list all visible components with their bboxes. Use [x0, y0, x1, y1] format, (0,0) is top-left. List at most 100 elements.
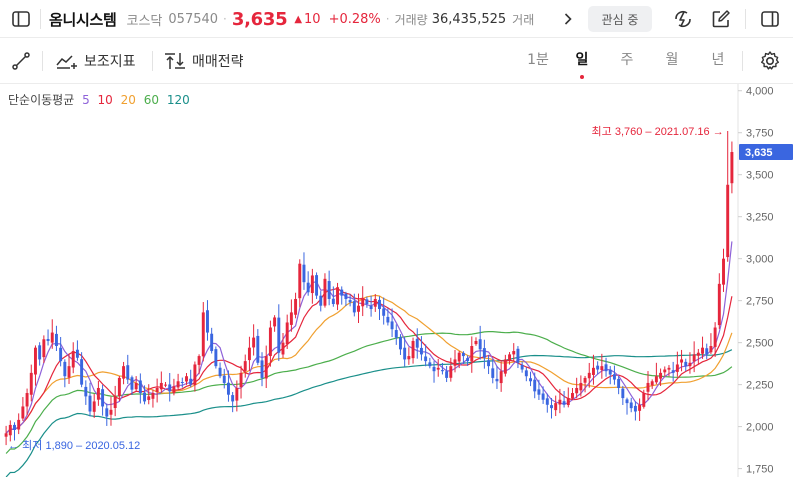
candle-body — [642, 393, 646, 407]
candle-body — [491, 368, 495, 378]
candle-body — [197, 356, 201, 365]
candle-body — [419, 347, 423, 355]
candle-body — [357, 305, 360, 312]
candle-body — [726, 184, 730, 258]
candle-body — [340, 289, 344, 296]
candle-body — [294, 298, 298, 315]
candle-body — [4, 433, 8, 437]
candle-body — [143, 392, 147, 402]
candle-body — [88, 395, 92, 412]
volume-value: 36,435,525 — [431, 11, 507, 27]
stock-header: 옴니시스템 코스닥 057540 · 3,635 ▲ 10 +0.28% · 거… — [0, 0, 793, 38]
candle-body — [453, 359, 457, 366]
candle-body — [84, 386, 88, 397]
candle-body — [436, 367, 440, 370]
candle-body — [415, 338, 419, 348]
candle-body — [38, 345, 42, 360]
edit-icon[interactable] — [708, 7, 734, 31]
candle-body — [394, 330, 398, 338]
candle-body — [344, 293, 348, 299]
candle-body — [621, 388, 625, 399]
candle-body — [503, 359, 507, 374]
period-1min[interactable]: 1분 — [527, 52, 549, 68]
candle-body — [46, 339, 50, 341]
candle-body — [277, 317, 281, 353]
candle-body — [369, 305, 373, 310]
candle-body — [105, 408, 109, 417]
y-tick-label: 3,000 — [746, 254, 774, 266]
candle-body — [591, 367, 595, 375]
candle-body — [336, 287, 340, 305]
stock-name[interactable]: 옴니시스템 — [49, 10, 117, 29]
price-chart[interactable]: 4,000 3,750 3,500 3,250 3,000 2,750 2,500 2,250… — [0, 84, 793, 477]
candle-body — [663, 369, 667, 373]
candle-body — [243, 361, 247, 371]
ma-legend-title: 단순이동평균 — [8, 93, 75, 107]
ma-60-label: 60 — [143, 93, 160, 107]
candle-body — [654, 376, 658, 383]
candle-body — [478, 339, 482, 350]
period-month[interactable]: 월 — [665, 52, 679, 68]
candle-body — [373, 298, 377, 307]
candle-body — [164, 384, 167, 386]
candle-body — [646, 382, 650, 392]
candle-body — [21, 406, 25, 419]
candle-body — [155, 387, 159, 393]
active-period-dot — [580, 75, 584, 79]
ma-10-label: 10 — [97, 93, 113, 107]
gear-icon[interactable] — [757, 48, 783, 74]
ma-5-label: 5 — [82, 93, 90, 107]
candle-body — [109, 409, 113, 415]
candle-body — [268, 327, 272, 357]
candle-body — [319, 295, 323, 306]
candle-body — [264, 356, 268, 379]
candle-body — [482, 348, 486, 358]
candle-body — [562, 401, 566, 405]
y-tick-label: 3,500 — [746, 170, 774, 182]
candle-body — [470, 346, 474, 362]
period-year[interactable]: 년 — [711, 52, 725, 68]
candle-body — [256, 335, 260, 363]
candle-body — [692, 354, 696, 362]
candle-body — [533, 379, 537, 392]
candle-body — [252, 337, 256, 348]
sidebar-right-icon[interactable] — [757, 7, 783, 31]
favorite-button[interactable]: 관심 중 — [588, 6, 652, 32]
line-draw-icon[interactable] — [10, 48, 32, 74]
indicator-button[interactable]: 보조지표 — [56, 48, 136, 74]
candle-body — [92, 401, 96, 412]
candle-body — [63, 361, 67, 377]
candle-body — [59, 347, 63, 362]
candle-body — [189, 378, 193, 385]
candle-body — [147, 396, 151, 400]
candle-body — [537, 389, 541, 395]
candle-body — [650, 381, 654, 386]
chevron-right-icon[interactable] — [560, 9, 576, 29]
candle-body — [457, 352, 461, 362]
candle-body — [306, 282, 310, 293]
candle-body — [235, 387, 239, 401]
candle-body — [730, 152, 734, 184]
sidebar-left-icon[interactable] — [8, 7, 34, 31]
candle-body — [260, 360, 264, 378]
candlestick-chart[interactable]: 4,000 3,750 3,500 3,250 3,000 2,750 2,500 2,250… — [0, 84, 793, 477]
stock-code: 057540 — [168, 11, 219, 27]
candle-body — [541, 393, 545, 400]
y-tick-label: 2,750 — [746, 296, 774, 308]
candle-body — [659, 372, 663, 379]
candle-body — [214, 349, 218, 367]
strategy-label: 매매전략 — [192, 54, 244, 70]
candle-body — [352, 301, 356, 313]
candle-body — [411, 340, 415, 359]
candle-body — [487, 360, 491, 367]
candle-body — [512, 351, 516, 355]
ma-10-line — [5, 287, 733, 434]
period-week[interactable]: 주 — [620, 52, 634, 68]
lightning-icon[interactable] — [670, 7, 696, 31]
candle-body — [713, 327, 717, 347]
period-day[interactable]: 일 — [570, 49, 594, 79]
candle-body — [440, 370, 444, 372]
candle-body — [684, 361, 688, 367]
candle-body — [33, 347, 37, 375]
strategy-button[interactable]: 매매전략 — [164, 48, 244, 74]
